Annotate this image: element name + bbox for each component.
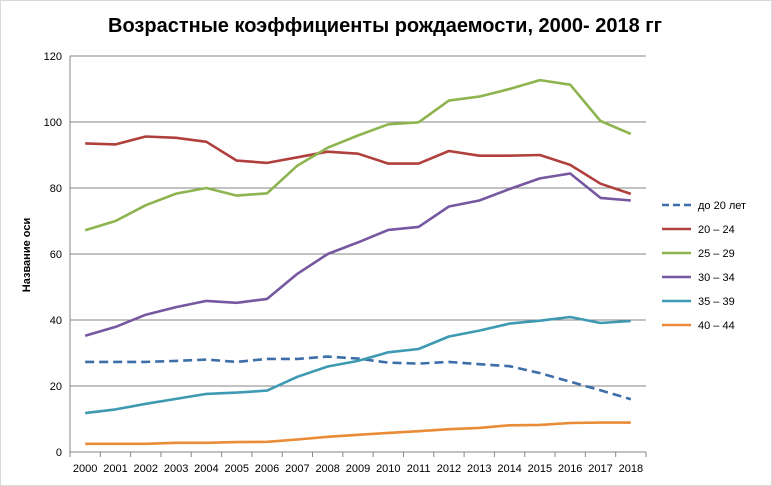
x-tick-label: 2003: [164, 463, 188, 475]
x-tick-label: 2014: [497, 463, 521, 475]
y-axis-label: Название оси: [21, 218, 33, 292]
y-tick-label: 120: [44, 51, 62, 63]
y-tick-label: 60: [50, 249, 62, 261]
x-tick-label: 2015: [528, 463, 552, 475]
legend-label: 30 – 34: [698, 272, 735, 284]
x-tick-label: 2009: [346, 463, 370, 475]
legend-label: 40 – 44: [698, 320, 735, 332]
gridlines: [70, 55, 646, 387]
y-tick-label: 20: [50, 381, 62, 393]
series-lines: [84, 78, 632, 446]
legend: до 20 лет 20 – 24 25 – 29 30 – 34 35 – 39 40 …: [662, 200, 746, 332]
x-tick-label: 2018: [619, 463, 643, 475]
series-line: [85, 135, 632, 196]
x-tick-label: 2016: [558, 463, 582, 475]
x-tick-label: 2012: [437, 463, 461, 475]
y-tick-label: 40: [50, 315, 62, 327]
series-line: [85, 315, 631, 415]
x-tick-label: 2005: [224, 463, 248, 475]
x-tick-label: 2000: [73, 463, 97, 475]
x-tick-label: 2011: [407, 463, 431, 475]
y-tick-label: 100: [44, 117, 62, 129]
x-tick-label: 2013: [467, 463, 491, 475]
x-tick-label: 2002: [134, 463, 158, 475]
x-tick-label: 2007: [285, 463, 309, 475]
chart-title: Возрастные коэффициенты рождаемости, 200…: [108, 15, 662, 37]
legend-label: 25 – 29: [698, 248, 735, 260]
series-line: [85, 355, 632, 401]
series-line: [85, 421, 631, 446]
y-tick-label: 80: [50, 183, 62, 195]
x-tick-label: 2001: [103, 463, 127, 475]
legend-label: 20 – 24: [698, 224, 735, 236]
x-tick-label: 2004: [194, 463, 218, 475]
axes: 0 20 40 60 80 100 120 2000 2001 2002 2003 2004 2005 2…: [44, 51, 647, 475]
x-tick-label: 2006: [255, 463, 279, 475]
legend-label: до 20 лет: [698, 200, 746, 212]
series-line: [84, 78, 632, 232]
legend-label: 35 – 39: [698, 296, 735, 308]
x-tick-label: 2008: [315, 463, 339, 475]
y-tick-label: 0: [56, 447, 62, 459]
x-tick-label: 2017: [588, 463, 612, 475]
x-tick-label: 2010: [376, 463, 400, 475]
series-line: [84, 172, 631, 338]
